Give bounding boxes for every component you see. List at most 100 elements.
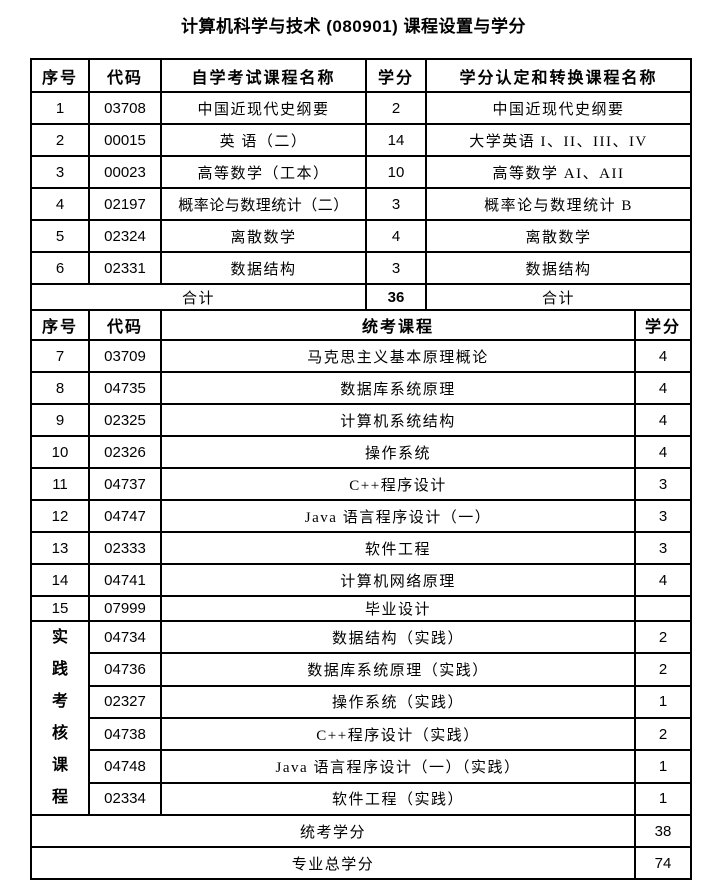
credit-cell: 4 [634,435,692,469]
course-cell: 数据库系统原理 [160,371,636,405]
header-code: 代码 [88,58,162,93]
course-cell: Java 语言程序设计（一） [160,499,636,533]
course-cell: 毕业设计 [160,595,636,622]
credit-cell: 1 [634,781,692,817]
credit-cell: 10 [365,155,427,189]
seq-cell: 4 [30,187,90,221]
course-cell: C++程序设计 [160,467,636,501]
course-cell: 离散数学 [160,219,367,253]
seq-cell: 7 [30,339,90,373]
code-cell: 07999 [88,595,162,622]
credit-cell: 3 [634,499,692,533]
credit-cell: 2 [365,91,427,125]
unified-exam-course-table: 序号 代码 统考课程 学分 7 03709 马克思主义基本原理概论 4 8 04… [30,309,692,880]
code-cell: 04735 [88,371,162,405]
subtotal-row: 合计 36 合计 [30,283,692,311]
table-row: 04738 C++程序设计（实践） 2 [31,716,692,752]
table-row: 04748 Java 语言程序设计（一）（实践） 1 [31,749,692,784]
code-cell: 04741 [88,563,162,597]
course-cell: 数据结构 [160,251,367,285]
code-cell: 03708 [88,91,162,125]
credit-cell: 4 [634,339,692,373]
credit-cell: 4 [634,371,692,405]
code-cell: 00023 [88,155,162,189]
code-cell: 02327 [88,684,162,719]
course-cell: 操作系统（实践） [160,684,636,719]
seq-cell: 10 [30,435,90,469]
credit-cell: 4 [365,219,427,253]
credit-cell: 2 [634,619,692,655]
table-row: 2 00015 英 语（二） 14 大学英语 I、II、III、IV [30,123,692,157]
seq-cell: 6 [30,251,90,285]
header-code: 代码 [88,309,162,341]
seq-cell: 11 [30,467,90,501]
header-credit: 学分 [365,58,427,93]
table-row: 02334 软件工程（实践） 1 [31,781,692,817]
conversion-cell: 概率论与数理统计 B [425,187,692,221]
seq-cell: 13 [30,531,90,565]
course-cell: Java 语言程序设计（一）（实践） [160,749,636,784]
table-row: 3 00023 高等数学（工本） 10 高等数学 AI、AII [30,155,692,189]
conversion-cell: 中国近现代史纲要 [425,91,692,125]
code-cell: 04747 [88,499,162,533]
subtotal-credit: 36 [365,283,427,311]
upper-header-row: 序号 代码 自学考试课程名称 学分 学分认定和转换课程名称 [30,58,692,93]
header-seq: 序号 [30,309,90,341]
table-row: 7 03709 马克思主义基本原理概论 4 [30,339,692,373]
course-cell: 高等数学（工本） [160,155,367,189]
table-row: 14 04741 计算机网络原理 4 [30,563,692,597]
subtotal-label-right: 合计 [425,283,692,311]
practice-group-label: 实践考核课程 [51,629,68,806]
credit-cell: 2 [634,652,692,687]
seq-cell: 2 [30,123,90,157]
code-cell: 02334 [88,781,162,817]
header-seq: 序号 [30,58,90,93]
self-exam-course-table: 序号 代码 自学考试课程名称 学分 学分认定和转换课程名称 1 03708 中国… [30,58,692,311]
lower-header-row: 序号 代码 统考课程 学分 [30,309,692,341]
table-row: 4 02197 概率论与数理统计（二） 3 概率论与数理统计 B [30,187,692,221]
course-cell: 英 语（二） [160,123,367,157]
code-cell: 04734 [88,619,162,655]
credit-cell: 3 [365,187,427,221]
course-cell: 概率论与数理统计（二） [160,187,367,221]
table-row: 6 02331 数据结构 3 数据结构 [30,251,692,285]
credit-cell: 14 [365,123,427,157]
course-cell: 计算机网络原理 [160,563,636,597]
code-cell: 04736 [88,652,162,687]
conversion-cell: 大学英语 I、II、III、IV [425,123,692,157]
seq-cell: 15 [30,595,90,622]
seq-cell: 8 [30,371,90,405]
table-row: 1 03708 中国近现代史纲要 2 中国近现代史纲要 [30,91,692,125]
table-row: 11 04737 C++程序设计 3 [30,467,692,501]
code-cell: 02326 [88,435,162,469]
code-cell: 02197 [88,187,162,221]
course-cell: 马克思主义基本原理概论 [160,339,636,373]
table-row: 12 04747 Java 语言程序设计（一） 3 [30,499,692,533]
course-cell: 软件工程（实践） [160,781,636,817]
table-row: 10 02326 操作系统 4 [30,435,692,469]
seq-cell: 1 [30,91,90,125]
practice-group-label-cell: 实践考核课程 [30,620,90,816]
major-credit-total-value: 74 [634,846,692,880]
conversion-cell: 数据结构 [425,251,692,285]
table-row: 13 02333 软件工程 3 [30,531,692,565]
header-self-exam-course: 自学考试课程名称 [160,58,367,93]
code-cell: 02333 [88,531,162,565]
table-row: 实践考核课程 04734 数据结构（实践） 2 [30,619,692,816]
course-cell: 计算机系统结构 [160,403,636,437]
table-row: 9 02325 计算机系统结构 4 [30,403,692,437]
page-title: 计算机科学与技术 (080901) 课程设置与学分 [181,17,526,36]
course-cell: 软件工程 [160,531,636,565]
course-credit-table-container: 序号 代码 自学考试课程名称 学分 学分认定和转换课程名称 1 03708 中国… [30,58,692,880]
seq-cell: 9 [30,403,90,437]
credit-cell: 2 [634,716,692,752]
credit-cell: 1 [634,684,692,719]
code-cell: 00015 [88,123,162,157]
table-row: 04736 数据库系统原理（实践） 2 [31,652,692,687]
credit-cell: 4 [634,563,692,597]
code-cell: 03709 [88,339,162,373]
credit-cell [634,595,692,622]
credit-cell: 3 [365,251,427,285]
course-cell: 数据结构（实践） [160,619,636,655]
major-credit-total-row: 专业总学分 74 [30,846,692,880]
